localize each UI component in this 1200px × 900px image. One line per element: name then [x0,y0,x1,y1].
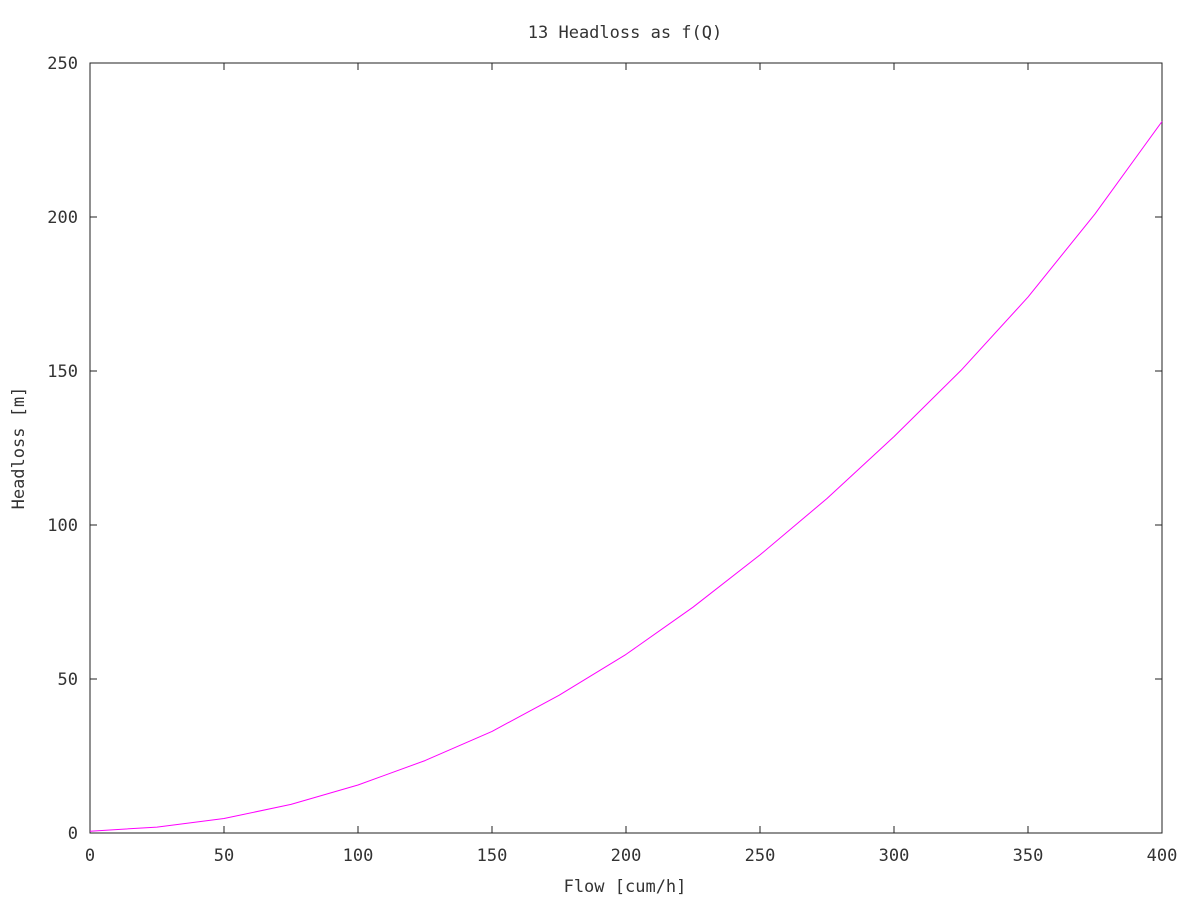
x-tick-label: 150 [477,846,508,866]
x-tick-label: 100 [343,846,374,866]
y-tick-label: 250 [47,54,78,74]
x-tick-label: 250 [745,846,776,866]
y-tick-label: 0 [68,824,78,844]
y-tick-label: 100 [47,516,78,536]
x-tick-label: 0 [85,846,95,866]
y-tick-label: 200 [47,208,78,228]
x-tick-label: 200 [611,846,642,866]
chart-title: 13 Headloss as f(Q) [528,23,722,43]
y-axis: 0 50 100 150 200 250 [47,54,1162,844]
y-axis-label: Headloss [m] [9,387,29,510]
headloss-curve [89,121,1163,832]
series-layer [89,121,1163,832]
y-tick-label: 150 [47,362,78,382]
x-tick-label: 400 [1147,846,1178,866]
y-tick-label: 50 [58,670,78,690]
x-tick-label: 350 [1013,846,1044,866]
plot-frame [89,62,1163,834]
x-tick-label: 50 [214,846,234,866]
x-tick-label: 300 [879,846,910,866]
x-axis-label: Flow [cum/h] [564,877,687,897]
x-axis: 0 50 100 150 200 250 300 350 400 [85,63,1177,866]
